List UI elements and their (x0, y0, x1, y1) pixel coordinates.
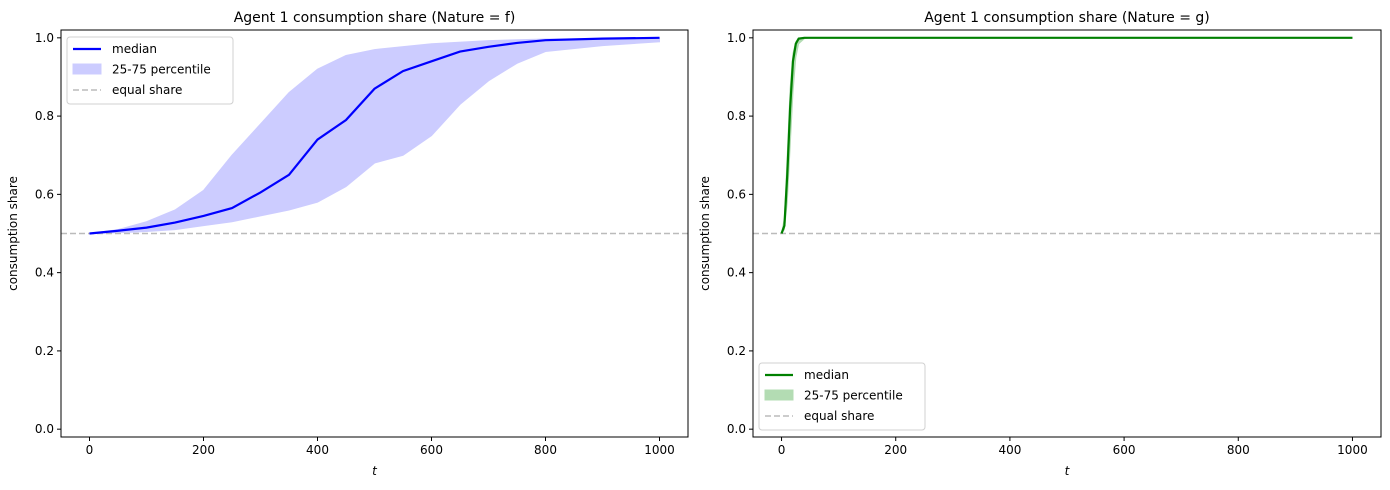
y-tick-label: 0.4 (727, 266, 746, 280)
x-tick-label: 1000 (1337, 443, 1368, 457)
median-line (780, 36, 1353, 234)
y-tick-label: 0.0 (727, 422, 746, 436)
y-axis-label: consumption share (6, 176, 20, 291)
x-axis-label: t (1065, 464, 1071, 478)
x-tick-label: 400 (998, 443, 1021, 457)
legend-label: 25-75 percentile (804, 389, 903, 403)
x-tick-label: 0 (778, 443, 786, 457)
y-tick-label: 0.2 (727, 344, 746, 358)
legend-box (758, 362, 926, 431)
legend-box (66, 36, 234, 105)
median-line (89, 36, 660, 235)
axes-frame (752, 29, 1382, 438)
chart-2: 0 200 400 600 800 1000 0.0 0.2 0.4 0.6 0.8 1.0 Agent… (698, 10, 1382, 478)
legend: median 25-75 percentile equal share (66, 36, 234, 105)
y-axis-label: consumption share (698, 176, 712, 291)
y-tick-label: 0.4 (35, 266, 54, 280)
legend-label: equal share (112, 83, 182, 97)
percentile-band (89, 37, 660, 234)
x-tick-label: 200 (192, 443, 215, 457)
y-tick-label: 0.6 (727, 187, 746, 201)
legend-band-swatch (764, 389, 794, 401)
y-tick-label: 0.6 (35, 187, 54, 201)
chart-title: Agent 1 consumption share (Nature = f) (234, 10, 516, 26)
legend-band-swatch (72, 63, 102, 75)
chart-1: 0 200 400 600 800 1000 0.0 0.2 0.4 0.6 0.8 1.0 Agent… (6, 10, 689, 478)
axes-frame (60, 29, 689, 438)
legend: median 25-75 percentile equal share (758, 362, 926, 431)
legend-label: equal share (804, 409, 874, 423)
x-tick-label: 600 (420, 443, 443, 457)
y-tick-label: 0.8 (727, 109, 746, 123)
chart-title: Agent 1 consumption share (Nature = g) (924, 10, 1210, 26)
x-axis-label: t (372, 464, 378, 478)
x-tick-label: 0 (86, 443, 94, 457)
legend-label: median (112, 42, 157, 56)
legend-label: 25-75 percentile (112, 63, 211, 77)
y-tick-label: 0.0 (35, 422, 54, 436)
y-tick-label: 0.8 (35, 109, 54, 123)
x-tick-label: 1000 (644, 443, 675, 457)
x-tick-label: 800 (1227, 443, 1250, 457)
percentile-band (781, 37, 1353, 234)
legend-label: median (804, 368, 849, 382)
y-tick-label: 1.0 (727, 31, 746, 45)
x-tick-label: 200 (884, 443, 907, 457)
x-tick-label: 800 (534, 443, 557, 457)
y-tick-label: 0.2 (35, 344, 54, 358)
x-tick-label: 600 (1113, 443, 1136, 457)
y-tick-label: 1.0 (35, 31, 54, 45)
x-tick-label: 400 (306, 443, 329, 457)
